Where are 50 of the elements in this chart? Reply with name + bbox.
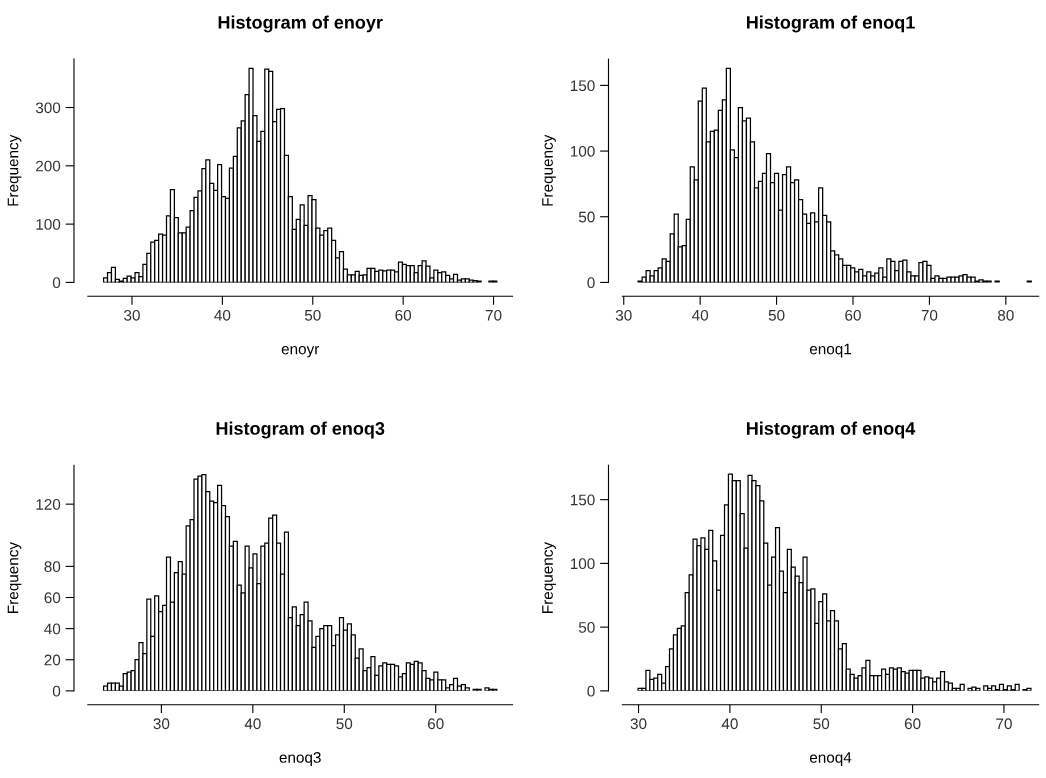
x-tick-label: 30 — [153, 718, 170, 730]
y-axis-title: Frequency — [7, 134, 22, 206]
y-tick-label: 100 — [570, 145, 595, 157]
y-tick-label: 20 — [44, 654, 61, 666]
x-tick-label: 50 — [813, 718, 830, 730]
x-tick-label: 30 — [124, 309, 140, 321]
y-tick-label: 80 — [44, 561, 61, 573]
x-tick-label: 30 — [630, 718, 647, 730]
y-tick-label: 300 — [35, 102, 61, 114]
y-tick-label: 0 — [587, 685, 595, 697]
x-tick-label: 60 — [395, 309, 412, 321]
y-tick-label: 200 — [36, 160, 61, 172]
x-tick-label: 40 — [692, 309, 709, 321]
chart-title: Histogram of enoyr — [218, 15, 383, 33]
x-axis-title: enoyr — [281, 346, 320, 358]
x-tick-label: 70 — [996, 718, 1012, 730]
x-tick-label: 70 — [921, 309, 938, 321]
y-tick-label: 0 — [52, 685, 61, 697]
y-tick-label: 50 — [578, 211, 595, 223]
x-tick-label: 70 — [485, 309, 502, 321]
x-axis-title: enoq3 — [279, 752, 321, 766]
chart-title: Histogram of enoq4 — [746, 421, 916, 439]
y-tick-label: 100 — [570, 558, 595, 570]
x-axis-title: enoq1 — [809, 343, 852, 358]
y-tick-label: 120 — [36, 499, 61, 510]
y-tick-label: 50 — [578, 622, 595, 633]
x-tick-label: 40 — [214, 309, 231, 321]
y-tick-label: 150 — [570, 80, 595, 92]
y-axis-title: Frequency — [542, 541, 556, 613]
y-axis-title: Frequency — [542, 134, 556, 206]
x-tick-label: 50 — [336, 718, 353, 730]
y-tick-label: 0 — [587, 277, 595, 289]
x-tick-label: 50 — [768, 309, 785, 321]
x-tick-label: 60 — [904, 718, 921, 730]
y-tick-label: 150 — [570, 494, 595, 506]
x-tick-label: 40 — [244, 718, 261, 730]
y-axis-title: Frequency — [7, 541, 22, 613]
x-tick-label: 50 — [304, 309, 321, 321]
y-tick-label: 40 — [44, 623, 61, 635]
y-tick-label: 100 — [36, 218, 61, 230]
x-tick-label: 80 — [997, 309, 1014, 321]
x-tick-label: 60 — [845, 309, 861, 321]
x-tick-label: 40 — [721, 718, 738, 730]
y-tick-label: 0 — [52, 277, 61, 289]
y-tick-label: 60 — [44, 592, 61, 604]
chart-title: Histogram of enoq3 — [216, 421, 385, 439]
x-tick-label: 30 — [615, 309, 632, 321]
x-tick-label: 60 — [428, 718, 444, 730]
chart-title: Histogram of enoq1 — [746, 15, 915, 33]
x-axis-title: enoq4 — [809, 752, 852, 766]
